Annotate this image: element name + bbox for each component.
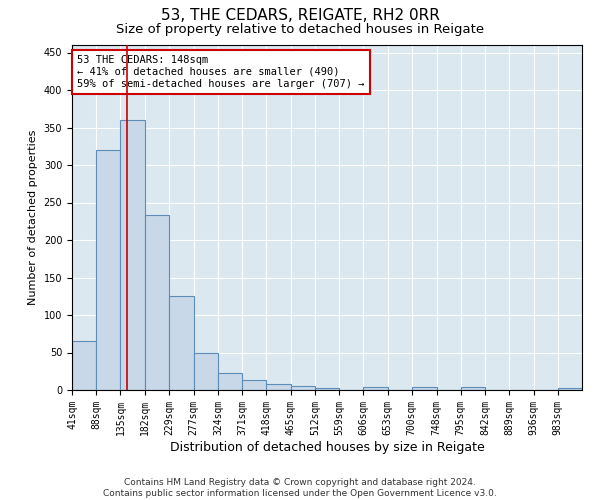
Bar [218,373,242,390]
Bar [461,387,485,390]
Bar [72,341,96,390]
Bar [145,215,169,390]
Bar [96,150,121,390]
Text: Contains HM Land Registry data © Crown copyright and database right 2024.
Contai: Contains HM Land Registry data © Crown c… [103,478,497,498]
Bar [412,387,437,390]
Text: 53 THE CEDARS: 148sqm
← 41% of detached houses are smaller (490)
59% of semi-det: 53 THE CEDARS: 148sqm ← 41% of detached … [77,56,365,88]
Bar [194,352,218,390]
Bar [315,388,339,390]
X-axis label: Distribution of detached houses by size in Reigate: Distribution of detached houses by size … [170,440,484,454]
Bar [266,384,290,390]
Bar [121,120,145,390]
Bar [169,296,194,390]
Bar [290,386,315,390]
Text: 53, THE CEDARS, REIGATE, RH2 0RR: 53, THE CEDARS, REIGATE, RH2 0RR [161,8,439,22]
Bar [242,380,266,390]
Y-axis label: Number of detached properties: Number of detached properties [28,130,38,305]
Bar [558,388,582,390]
Text: Size of property relative to detached houses in Reigate: Size of property relative to detached ho… [116,22,484,36]
Bar [364,387,388,390]
